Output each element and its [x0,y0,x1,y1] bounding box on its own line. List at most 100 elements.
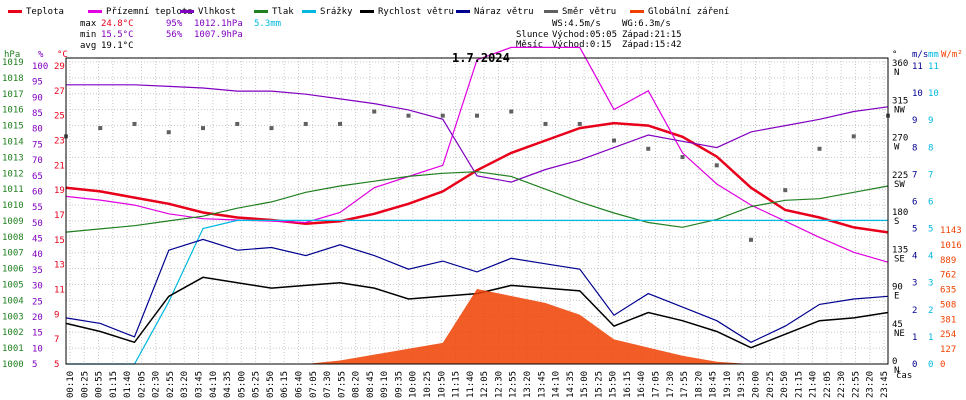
info-sun-label: Slunce [516,30,549,40]
tick-hpa: 1002 [2,328,24,338]
stat-min-hum: 56% [166,30,183,40]
tick-dir-deg: 135 [892,245,908,255]
series-vlhkost [66,84,889,183]
tick-x: 19:35 [737,371,747,398]
axis-unit-degc: °C [57,50,68,60]
tick-ms: 9 [912,116,917,126]
tick-x: 08:45 [366,371,376,398]
tick-degc: 7 [54,335,59,345]
tick-degc: 23 [54,137,65,147]
tick-ms: 3 [912,279,917,289]
tick-ms: 4 [912,252,917,262]
tick-x: 21:40 [809,371,819,398]
tick-dir-deg: 0 [892,357,897,367]
legend-item-globalni-zareni: Globální záření [630,7,729,17]
series-smer-vetru-point [98,126,103,131]
tick-pct: 95 [32,78,43,88]
tick-wm2: 381 [940,315,956,325]
series-smer-vetru-point [680,155,685,160]
tick-hpa: 1003 [2,312,24,322]
series-smer-vetru-point [817,146,822,151]
legend-item-smer-vetru: Směr větru [544,7,616,17]
series-smer-vetru-point [612,138,616,143]
tick-dir-name: S [894,217,899,227]
tick-x: 14:10 [552,371,562,398]
tick-hpa: 1014 [2,137,24,147]
legend: Teplota Přízemní teplota Vlhkost Tlak Sr… [8,7,729,17]
series-smer-vetru-point [475,113,479,118]
tick-hpa: 1000 [2,360,24,370]
tick-x: 19:10 [723,371,733,398]
series-tlak [65,171,889,233]
series-smer-vetru-point [269,126,274,131]
series-smer-vetru-point [714,163,719,168]
right-axes: 360N315NW270W225SW180S135SE90E45NE0N1110… [892,59,962,376]
tick-pct: 10 [32,344,43,354]
series-globalni-zareni [66,289,888,364]
tick-dir-name: N [894,366,899,376]
tick-x: 15:00 [580,371,590,398]
info-moon-label: Měsíc [516,40,543,50]
tick-x: 17:05 [652,371,662,398]
tick-hpa: 1004 [2,296,24,306]
tick-x: 07:55 [337,371,347,398]
axis-unit-hpa: hPa [4,50,20,60]
x-axis-label: čas [896,370,912,381]
tick-pct: 25 [32,297,43,307]
tick-x: 00:10 [66,371,76,398]
stat-min-temp: 15.5°C [101,30,134,40]
legend-label: Náraz větru [474,7,534,17]
tick-dir-name: NW [894,105,905,115]
series-smer-vetru-point [851,134,856,139]
tick-wm2: 1143 [940,226,962,236]
legend-swatch [544,10,558,13]
tick-pct: 5 [32,360,37,370]
tick-degc: 19 [54,186,65,196]
tick-x: 15:25 [594,371,604,398]
axis-unit-ms: m/s [912,50,928,60]
legend-label: Rychlost větru [378,7,454,17]
series-n-raz-v-tru [65,238,889,343]
legend-label: Tlak [272,7,294,17]
tick-x: 06:15 [280,371,290,398]
tick-pct: 45 [32,235,43,245]
tick-x: 12:30 [494,371,504,398]
tick-pct: 75 [32,140,43,150]
tick-ms: 7 [912,170,917,180]
stat-avg-label: avg [80,41,96,51]
series-p-zemn-teplota [65,46,889,263]
tick-x: 20:00 [751,371,761,398]
tick-pct: 30 [32,282,43,292]
tick-hpa: 1010 [2,201,24,211]
tick-x: 04:35 [223,371,233,398]
tick-degc: 13 [54,261,65,271]
tick-degc: 15 [54,236,65,246]
axis-unit-wm2: W/m² [941,50,963,60]
tick-x: 07:05 [309,371,319,398]
tick-x: 09:35 [394,371,404,398]
tick-mm: 4 [928,252,933,262]
tick-dir-deg: 315 [892,96,908,106]
tick-pct: 15 [32,329,43,339]
tick-mm: 7 [928,170,933,180]
tick-dir-deg: 180 [892,208,908,218]
tick-x: 08:20 [352,371,362,398]
legend-item-prizemni-teplota: Přízemní teplota [88,7,193,17]
tick-ms: 11 [912,62,923,72]
tick-pct: 65 [32,172,43,182]
tick-x: 23:45 [880,371,890,398]
series-smer-vetru-point [201,126,205,131]
tick-dir-name: E [894,292,899,302]
info-wg: WG:6.3m/s [622,19,671,29]
tick-x: 18:45 [709,371,719,398]
stat-rain-total: 5.3mm [254,19,281,29]
tick-dir-deg: 270 [892,134,908,144]
tick-x: 01:40 [123,371,133,398]
tick-pct: 40 [32,250,43,260]
tick-pct: 60 [32,187,43,197]
tick-x: 03:45 [195,371,205,398]
info-sun-rise: Východ:05:05 [552,30,617,40]
stat-max-press: 1012.1hPa [194,19,243,29]
tick-x: 17:30 [666,371,676,398]
